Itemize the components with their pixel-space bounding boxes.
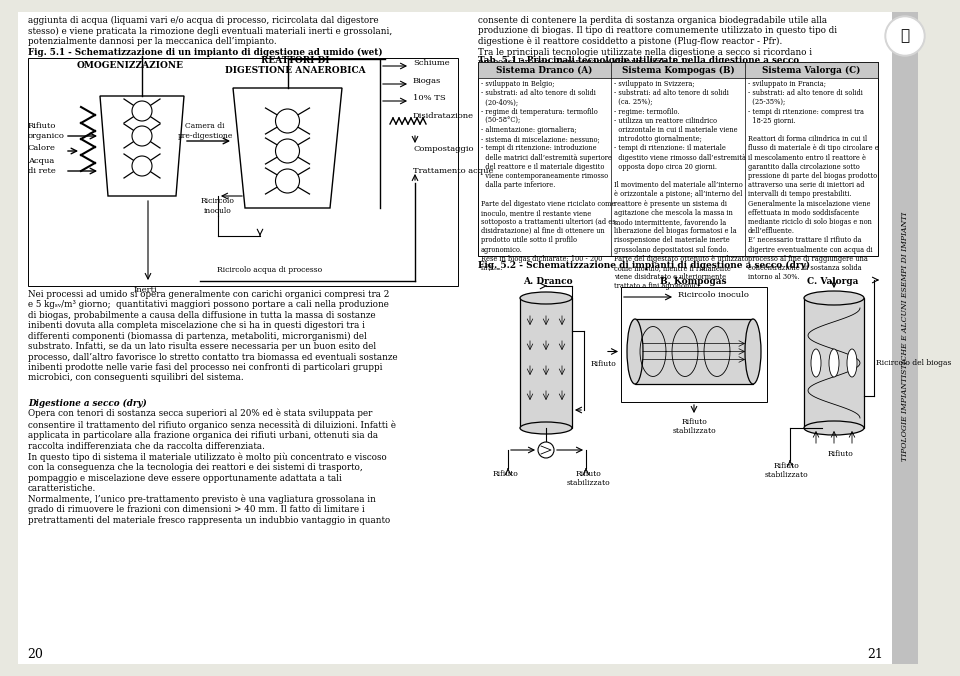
Text: Acqua
di rete: Acqua di rete — [28, 158, 56, 174]
Text: Tab. 5.1 - Principali tecnologie utilizzate nella digestione a secco: Tab. 5.1 - Principali tecnologie utilizz… — [478, 56, 799, 65]
Circle shape — [887, 18, 923, 54]
Circle shape — [132, 156, 152, 176]
Text: Rifiuto
stabilizzato: Rifiuto stabilizzato — [764, 462, 807, 479]
Text: A. Dranco: A. Dranco — [523, 277, 573, 286]
Text: Biogas: Biogas — [413, 77, 442, 85]
Text: Trattamento acque: Trattamento acque — [413, 167, 493, 175]
Text: B. Kompogas: B. Kompogas — [660, 277, 727, 286]
Circle shape — [276, 109, 300, 133]
Text: Calore: Calore — [28, 144, 56, 152]
Text: OMOGENIZZAZIONE: OMOGENIZZAZIONE — [77, 61, 183, 70]
Circle shape — [132, 126, 152, 146]
Text: Rifiuto: Rifiuto — [492, 470, 517, 478]
Text: 20: 20 — [27, 648, 43, 660]
Bar — [892, 12, 918, 664]
Text: Rifiuto
stabilizzato: Rifiuto stabilizzato — [672, 418, 716, 435]
Text: Nei processi ad umido si opera generalmente con carichi organici compresi tra 2
: Nei processi ad umido si opera generalme… — [28, 290, 397, 383]
Circle shape — [276, 169, 300, 193]
Ellipse shape — [520, 292, 572, 304]
Text: Rifiuto: Rifiuto — [828, 450, 852, 458]
Text: Ricircolo inoculo: Ricircolo inoculo — [678, 291, 749, 299]
Circle shape — [885, 16, 925, 56]
Text: Digestione a secco (dry): Digestione a secco (dry) — [28, 399, 147, 408]
Circle shape — [276, 139, 300, 163]
Text: 🐄: 🐄 — [900, 28, 909, 43]
Ellipse shape — [847, 349, 857, 377]
Text: 10% TS: 10% TS — [413, 94, 445, 102]
Ellipse shape — [804, 291, 864, 305]
Bar — [478, 62, 878, 78]
Circle shape — [132, 101, 152, 121]
Bar — [478, 62, 878, 256]
Text: Camera di
pre-digestione: Camera di pre-digestione — [178, 122, 232, 140]
Text: Schiume: Schiume — [413, 59, 449, 67]
Bar — [804, 298, 864, 428]
Text: Ricircolo del biogas: Ricircolo del biogas — [876, 359, 951, 367]
Text: aggiunta di acqua (liquami vari e/o acqua di processo, ricircolata dal digestore: aggiunta di acqua (liquami vari e/o acqu… — [28, 16, 393, 46]
Circle shape — [538, 442, 554, 458]
Ellipse shape — [745, 319, 761, 384]
Text: Sistema Valorga (C): Sistema Valorga (C) — [762, 66, 860, 74]
Ellipse shape — [627, 319, 643, 384]
Text: C. Valorga: C. Valorga — [807, 277, 858, 286]
Text: REATTORI DI
DIGESTIONE ANAEROBICA: REATTORI DI DIGESTIONE ANAEROBICA — [225, 56, 366, 76]
Text: - sviluppato in Francia;
- substrati: ad alto tenore di solidi
  (25-35%);
- tem: - sviluppato in Francia; - substrati: ad… — [748, 80, 878, 281]
Ellipse shape — [520, 422, 572, 434]
Text: - sviluppato in Belgio;
- substrati: ad alto tenore di solidi
  (20-40%);
- regi: - sviluppato in Belgio; - substrati: ad … — [481, 80, 617, 272]
Bar — [520, 298, 572, 428]
Text: TIPOLOGIE IMPIANTISTICHE E ALCUNI ESEMPI DI IMPIANTI: TIPOLOGIE IMPIANTISTICHE E ALCUNI ESEMPI… — [901, 212, 909, 460]
Text: Fig. 5.1 - Schematizzazione di un impianto di digestione ad umido (wet): Fig. 5.1 - Schematizzazione di un impian… — [28, 48, 383, 57]
Text: Opera con tenori di sostanza secca superiori al 20% ed è stata sviluppata per
co: Opera con tenori di sostanza secca super… — [28, 409, 396, 525]
Ellipse shape — [829, 349, 839, 377]
Text: Ricircolo acqua di processo: Ricircolo acqua di processo — [217, 266, 323, 274]
Text: consente di contenere la perdita di sostanza organica biodegradabile utile alla
: consente di contenere la perdita di sost… — [478, 16, 837, 68]
Text: - sviluppato in Svizzera;
- substrati: ad alto tenore di solidi
  (ca. 25%);
- r: - sviluppato in Svizzera; - substrati: a… — [614, 80, 749, 291]
Text: 21: 21 — [867, 648, 883, 660]
Text: Rifiuto: Rifiuto — [590, 360, 616, 368]
Polygon shape — [100, 96, 184, 196]
Text: Rifiuto
organico: Rifiuto organico — [28, 122, 65, 140]
Text: Rifiuto
stabilizzato: Rifiuto stabilizzato — [566, 470, 610, 487]
Text: Inerti: Inerti — [133, 286, 156, 294]
Text: Compostaggio: Compostaggio — [413, 145, 473, 153]
Polygon shape — [233, 88, 342, 208]
Bar — [621, 287, 767, 402]
Text: Ricircolo
inoculo: Ricircolo inoculo — [201, 197, 235, 214]
Bar — [635, 319, 753, 384]
Text: Fig. 5.2 - Schematizzazione di impianti di digestione a secco (dry): Fig. 5.2 - Schematizzazione di impianti … — [478, 261, 810, 270]
Text: Disidratazione: Disidratazione — [413, 112, 474, 120]
Ellipse shape — [811, 349, 821, 377]
Ellipse shape — [804, 421, 864, 435]
Text: Sistema Dranco (A): Sistema Dranco (A) — [496, 66, 593, 74]
Text: Sistema Kompogas (B): Sistema Kompogas (B) — [622, 66, 734, 74]
Bar — [28, 58, 458, 286]
